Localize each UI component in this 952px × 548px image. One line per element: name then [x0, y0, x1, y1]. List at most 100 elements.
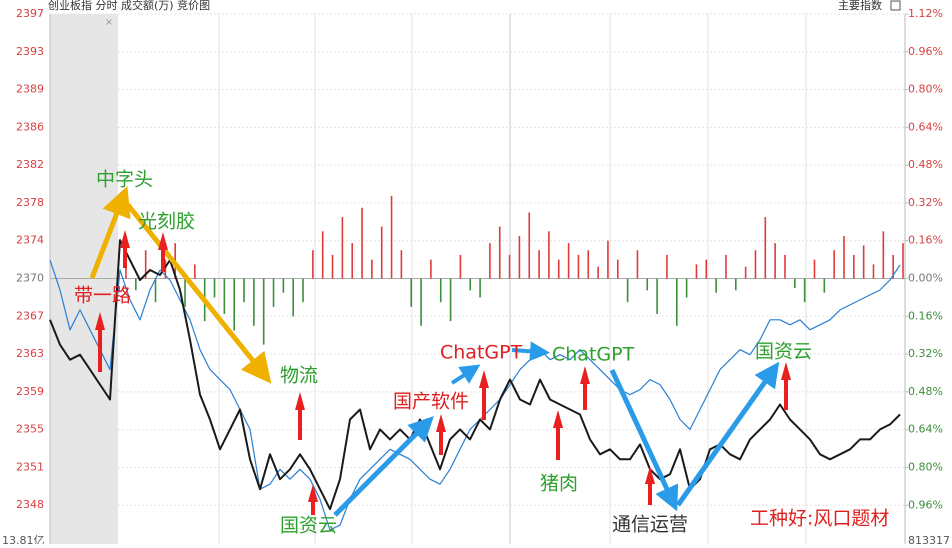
volume-bar	[518, 236, 521, 279]
volume-bar	[853, 254, 855, 279]
y2-tick-label: 0.16%	[908, 234, 943, 247]
volume-bar	[715, 278, 717, 293]
y2-tick-label: 0.32%	[908, 347, 943, 360]
y-tick-label: 2367	[16, 309, 44, 322]
annotation: 工种好:风口题材	[750, 508, 889, 530]
volume-bar	[351, 243, 354, 279]
price-line	[49, 259, 901, 531]
y-tick-label: 2355	[16, 423, 44, 436]
volume-bar	[194, 264, 196, 279]
y-tick-label: 2397	[16, 7, 44, 20]
y-tick-label: 2370	[16, 271, 44, 284]
volume-bar	[154, 278, 157, 303]
y-tick-label: 2359	[16, 385, 44, 398]
volume-bar	[538, 250, 540, 279]
y2-tick-label: 0.00%	[908, 272, 943, 285]
header-icon[interactable]	[890, 0, 901, 11]
volume-bar	[223, 278, 226, 314]
y2-tick-label: 0.96%	[908, 45, 943, 58]
y2-tick-label: 0.16%	[908, 309, 943, 322]
volume-bar	[902, 243, 904, 279]
volume-bar	[469, 278, 472, 291]
volume-bar	[784, 254, 786, 279]
volume-bar	[774, 243, 776, 279]
price-line	[49, 239, 901, 511]
volume-bar	[312, 250, 314, 279]
auction-area	[50, 14, 118, 544]
y2-tick-label: 0.48%	[908, 385, 943, 398]
annotation: 通信运营	[612, 514, 688, 536]
volume-bar	[636, 250, 639, 279]
header-left: 创业板指 分时 成交额(万) 竞价图	[48, 0, 210, 12]
volume-bar	[803, 278, 806, 303]
volume-bar	[567, 243, 570, 279]
y2-tick-label: 0.48%	[908, 158, 943, 171]
volume-bar	[331, 254, 334, 279]
volume-bar	[390, 195, 393, 279]
annotation: ChatGPT	[440, 342, 523, 364]
volume-bar	[282, 278, 285, 293]
annotation: 国产软件	[393, 391, 469, 413]
volume-bar	[361, 207, 363, 279]
y-tick-label: 2393	[16, 45, 44, 58]
volume-bar	[321, 231, 324, 279]
volume-bar	[587, 250, 590, 279]
header-right[interactable]: 主要指数	[838, 0, 882, 12]
volume-bar	[764, 217, 767, 279]
volume-bar	[489, 243, 491, 279]
y-tick-label: 2374	[16, 234, 44, 247]
volume-bar	[656, 278, 658, 314]
volume-bar	[813, 259, 816, 279]
footer-right: 813317	[908, 534, 950, 544]
volume-bar	[548, 231, 550, 279]
volume-bar	[292, 278, 295, 317]
volume-bar	[616, 259, 619, 279]
volume-bar	[302, 278, 304, 303]
volume-bar	[420, 278, 422, 326]
volume-bar	[400, 250, 403, 279]
annotation: 猪肉	[540, 473, 578, 495]
volume-bar	[498, 226, 501, 279]
volume-bar	[508, 254, 511, 279]
close-icon[interactable]: ×	[105, 17, 113, 28]
volume-bar	[843, 236, 845, 279]
volume-bar	[695, 264, 698, 279]
volume-bar	[341, 217, 344, 279]
volume-bar	[557, 259, 560, 279]
volume-bar	[479, 278, 481, 298]
volume-bar	[253, 278, 255, 326]
volume-bar	[371, 259, 373, 279]
volume-bar	[459, 254, 462, 279]
y-tick-label: 2386	[16, 120, 44, 133]
volume-bar	[833, 250, 835, 279]
y2-tick-label: 0.80%	[908, 460, 943, 473]
footer-left: 13.81亿	[2, 534, 45, 544]
volume-bar	[607, 240, 609, 279]
volume-bar	[862, 245, 865, 279]
volume-bar	[675, 278, 678, 326]
volume-bar	[449, 278, 452, 322]
volume-bar	[144, 250, 147, 279]
volume-bar	[164, 259, 167, 279]
arrows	[89, 185, 791, 517]
y2-tick-label: 1.12%	[908, 7, 943, 20]
volume-bar	[430, 259, 432, 279]
volume-bar	[794, 278, 796, 288]
annotation: 国资云	[280, 515, 337, 537]
y2-tick-label: 0.32%	[908, 196, 943, 209]
volume-bar	[754, 250, 757, 279]
volume-bar	[213, 278, 216, 298]
volume-bar	[272, 278, 275, 307]
volume-bar	[734, 278, 737, 291]
volume-bar	[410, 278, 413, 307]
volume-bar	[233, 278, 235, 331]
volume-bar	[135, 278, 137, 291]
volume-bar	[685, 278, 688, 298]
y-tick-label: 2378	[16, 196, 44, 209]
volume-bar	[725, 254, 727, 279]
annotation: 国资云	[755, 341, 812, 363]
volume-bar	[872, 264, 875, 279]
volume-bar	[626, 278, 629, 303]
volume-bar	[528, 212, 531, 279]
